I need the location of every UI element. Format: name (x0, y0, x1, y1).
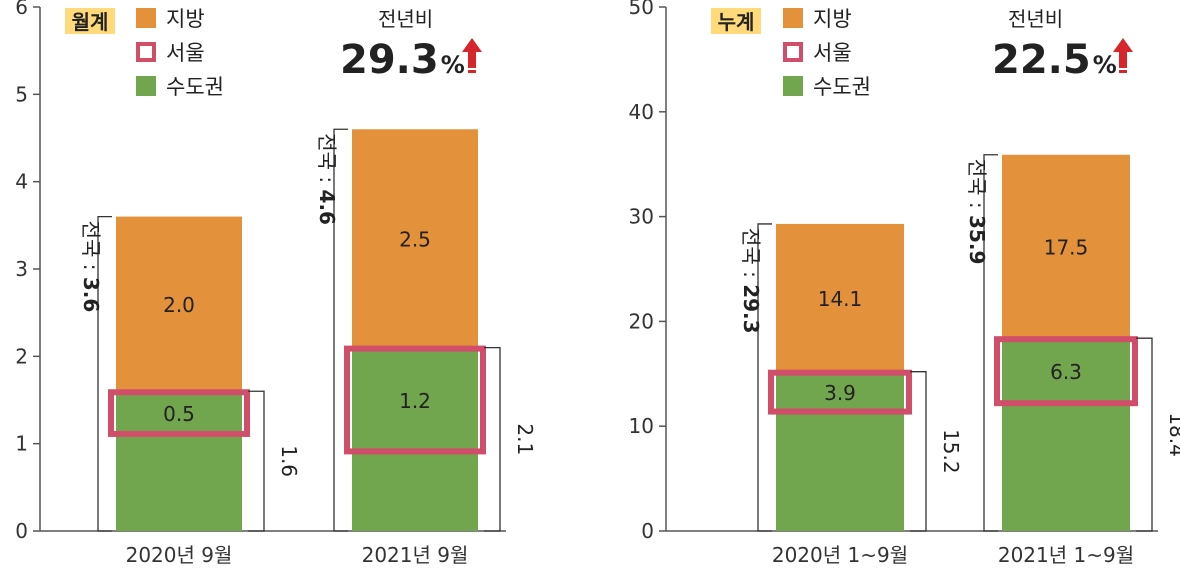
capital-bar (776, 371, 904, 531)
y-tick-label: 0 (15, 519, 28, 543)
legend-label-region: 지방 (166, 7, 205, 31)
capital-total-label: 18.4 (1165, 412, 1180, 457)
region-bar (352, 129, 478, 348)
capital-bar (1002, 338, 1130, 531)
capital-bracket (484, 346, 501, 532)
capital-total-label: 2.1 (513, 423, 537, 455)
capital-bracket (1136, 337, 1153, 532)
y-tick-label: 50 (629, 0, 654, 19)
badge-label: 월계 (72, 10, 109, 34)
yoy-value: 22.5 (992, 37, 1091, 83)
y-tick-label: 5 (15, 82, 28, 106)
yoy-label: 전년비 (378, 7, 433, 31)
capital-total-label: 1.6 (277, 445, 301, 477)
region-value-label: 17.5 (1044, 235, 1089, 259)
total-value: 4.6 (315, 190, 339, 225)
y-tick-label: 2 (15, 344, 28, 368)
seoul-value-label: 6.3 (1050, 360, 1082, 384)
legend-label-seoul: 서울 (813, 41, 852, 65)
legend-swatch-region (136, 8, 156, 28)
x-category-label: 2021년 9월 (362, 543, 469, 567)
legend-label-region: 지방 (813, 7, 852, 31)
total-prefix: 전국 : (739, 228, 763, 284)
up-arrow-icon-base (1119, 70, 1127, 73)
total-prefix: 전국 : (79, 221, 103, 277)
legend-label-capital: 수도권 (813, 75, 871, 99)
up-arrow-icon (1113, 38, 1133, 68)
nationwide-total-label: 전국 : 29.3 (739, 228, 763, 334)
y-tick-label: 4 (15, 170, 28, 194)
total-bracket (333, 128, 348, 532)
y-tick-label: 0 (641, 519, 654, 543)
total-bracket (983, 154, 998, 532)
seoul-box (108, 389, 250, 437)
region-bar (1002, 154, 1130, 339)
y-tick-label: 6 (15, 0, 28, 19)
yoy-value-text: 22.5% (992, 37, 1117, 83)
nationwide-total-label: 전국 : 4.6 (315, 133, 339, 225)
legend-label-seoul: 서울 (166, 41, 205, 65)
total-prefix: 전국 : (965, 159, 989, 215)
x-category-label: 2021년 1~9월 (998, 543, 1134, 567)
region-bar (776, 223, 904, 372)
monthly-chart-panel: 0 1 2 3 4 5 6 2.0 0.5 1.6 전국 : 3.6 2020년 9월 2.5 1.2 2.… (15, 0, 537, 567)
nationwide-total-label: 전국 : 35.9 (965, 159, 989, 265)
nationwide-total-label: 전국 : 3.6 (79, 221, 103, 313)
legend-swatch-seoul (136, 42, 156, 62)
yoy-label: 전년비 (1008, 7, 1063, 31)
yoy-value: 29.3 (340, 37, 439, 83)
region-value-label: 2.5 (399, 227, 431, 251)
region-value-label: 14.1 (818, 287, 863, 311)
y-tick-label: 30 (629, 205, 654, 229)
badge-label: 누계 (718, 10, 755, 34)
seoul-value-label: 0.5 (163, 402, 195, 426)
capital-bracket (910, 371, 927, 532)
total-value: 3.6 (79, 277, 103, 312)
capital-bar (116, 391, 242, 531)
legend-swatch-capital (136, 76, 156, 96)
badge-bg (65, 8, 115, 34)
total-value: 35.9 (965, 215, 989, 264)
legend-swatch-region (783, 8, 803, 28)
up-arrow-icon-base (468, 70, 476, 73)
total-bracket (757, 223, 772, 532)
legend-label-capital: 수도권 (166, 75, 224, 99)
region-bar (116, 216, 242, 392)
yoy-value-text: 29.3% (340, 37, 465, 83)
y-tick-label: 1 (15, 432, 28, 456)
seoul-value-label: 1.2 (399, 389, 431, 413)
seoul-box (994, 336, 1138, 407)
total-value: 29.3 (739, 284, 763, 333)
capital-total-label: 15.2 (939, 429, 963, 474)
seoul-box (768, 369, 912, 415)
yoy-unit: % (441, 51, 465, 79)
seoul-box (344, 345, 486, 455)
capital-bar (352, 347, 478, 531)
y-tick-label: 40 (629, 100, 654, 124)
y-tick-label: 10 (629, 414, 654, 438)
x-category-label: 2020년 1~9월 (772, 543, 908, 567)
badge-bg (711, 8, 761, 34)
y-tick-label: 3 (15, 257, 28, 281)
seoul-value-label: 3.9 (824, 381, 856, 405)
region-value-label: 2.0 (163, 293, 195, 317)
capital-bracket (248, 390, 265, 532)
up-arrow-icon (462, 38, 482, 68)
cumulative-chart-panel: 0 10 20 30 40 50 14.1 3.9 15.2 전국 : 29.3 2020년 1~9… (629, 0, 1180, 567)
y-tick-label: 20 (629, 309, 654, 333)
total-bracket (97, 215, 112, 532)
x-category-label: 2020년 9월 (126, 543, 233, 567)
total-prefix: 전국 : (315, 133, 339, 189)
legend-swatch-seoul (783, 42, 803, 62)
yoy-unit: % (1093, 51, 1117, 79)
legend-swatch-capital (783, 76, 803, 96)
